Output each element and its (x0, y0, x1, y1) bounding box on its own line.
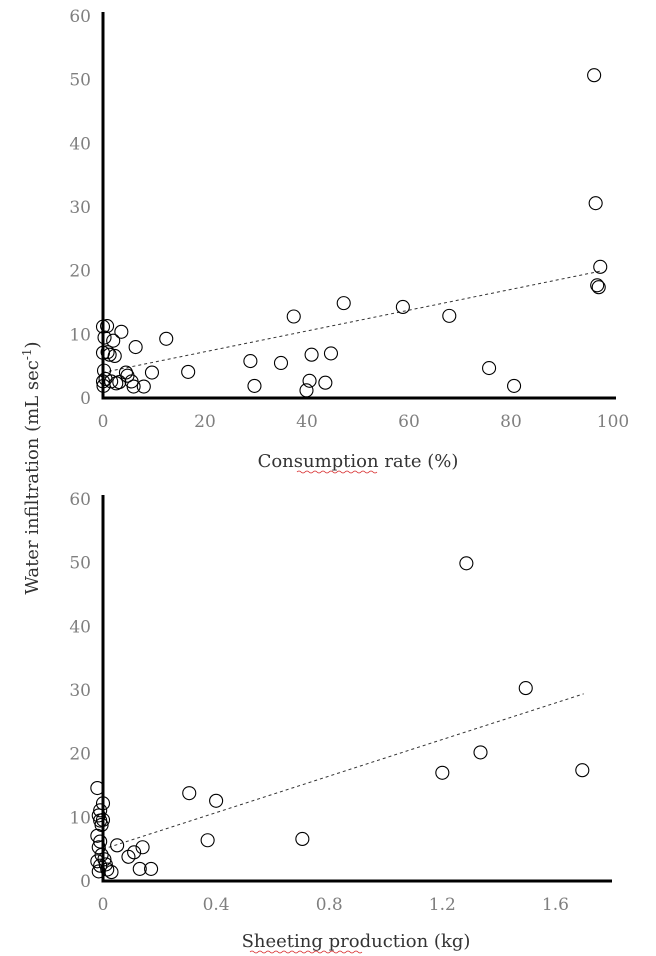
bottom-data-point (575, 763, 590, 778)
consumption-rate-chart: 0 10 20 30 40 50 60 0 20 40 60 80 100 Consumption r… (69, 7, 630, 474)
bottom-y-tick-label: 50 (69, 554, 91, 574)
bottom-data-point (200, 833, 215, 848)
top-x-tick-label: 0 (98, 412, 109, 432)
bottom-trendline-line (102, 693, 584, 850)
bottom-points (90, 556, 590, 880)
top-x-tick-labels: 0 20 40 60 80 100 (98, 412, 630, 432)
bottom-x-tick-label: 0.4 (203, 895, 230, 915)
top-data-point (302, 373, 317, 388)
top-data-point (243, 354, 258, 369)
top-data-point (507, 378, 522, 393)
top-y-tick-label: 0 (80, 389, 91, 409)
bottom-y-tick-label: 20 (69, 745, 91, 765)
bottom-y-tick-label: 30 (69, 681, 91, 701)
y-label-close: ) (22, 341, 43, 348)
bottom-x-tick-label: 0.8 (316, 895, 343, 915)
top-y-tick-label: 20 (69, 262, 91, 282)
top-data-point (593, 259, 608, 274)
bottom-data-point (295, 831, 310, 847)
top-data-point (128, 340, 143, 355)
top-data-point (323, 346, 339, 361)
top-data-point (136, 379, 151, 394)
top-data-point (107, 348, 122, 364)
bottom-data-point (459, 556, 474, 571)
shared-y-axis-label: Water infiltration (mL sec-1) (20, 341, 43, 594)
top-trendline-line (102, 270, 603, 374)
bottom-trendline (102, 693, 584, 850)
bottom-data-point (98, 857, 113, 872)
top-x-tick-label: 40 (296, 412, 318, 432)
bottom-data-point (518, 681, 533, 696)
top-data-point (318, 375, 333, 390)
bottom-x-tick-labels: 0 0.4 0.8 1.2 1.6 (98, 895, 569, 915)
bottom-x-tick-label: 0 (98, 895, 109, 915)
bottom-y-tick-label: 10 (69, 808, 91, 828)
top-data-point (395, 299, 410, 315)
top-y-tick-labels: 0 10 20 30 40 50 60 (69, 7, 91, 409)
top-points (95, 68, 608, 398)
bottom-y-tick-label: 60 (69, 490, 91, 510)
top-data-point (181, 364, 196, 379)
top-data-point (106, 333, 121, 348)
top-data-point (100, 345, 115, 360)
bottom-data-point (91, 840, 106, 855)
bottom-x-axis-label: Sheeting production (kg) (242, 931, 471, 952)
bottom-data-point (110, 838, 125, 853)
bottom-data-point (435, 765, 450, 780)
top-x-tick-label: 100 (597, 412, 629, 432)
bottom-data-point (182, 786, 197, 801)
bottom-x-tick-label: 1.6 (542, 895, 569, 915)
bottom-data-point (135, 840, 150, 855)
top-data-point (304, 347, 319, 362)
top-data-point (590, 278, 605, 293)
bottom-y-tick-labels: 0 10 20 30 40 50 60 (69, 490, 91, 892)
top-y-tick-label: 10 (69, 325, 91, 345)
top-y-tick-label: 50 (69, 71, 91, 91)
spellcheck-underline (296, 470, 378, 474)
bottom-data-point (104, 865, 119, 880)
top-data-point (299, 383, 314, 398)
bottom-data-point (100, 862, 115, 877)
top-x-tick-label: 80 (500, 412, 522, 432)
sheeting-production-chart: 0 10 20 30 40 50 60 0 0.4 0.8 1.2 1.6 Sheeting pro… (69, 490, 612, 954)
bottom-data-point (93, 803, 108, 818)
top-data-point (159, 331, 174, 346)
bottom-data-point (132, 861, 147, 876)
y-label-main: Water infiltration (mL sec (22, 360, 43, 594)
top-data-point (588, 196, 603, 211)
top-x-axis-label: Consumption rate (%) (258, 451, 459, 472)
bottom-data-point (121, 849, 136, 864)
top-trendline (102, 270, 603, 374)
top-data-point (336, 296, 351, 311)
top-data-point (482, 361, 497, 376)
bottom-y-tick-label: 40 (69, 617, 91, 637)
bottom-data-point (473, 745, 488, 760)
top-data-point (286, 309, 301, 324)
top-data-point (100, 319, 115, 334)
top-data-point (247, 378, 262, 393)
top-y-tick-label: 30 (69, 198, 91, 218)
bottom-y-tick-label: 0 (80, 872, 91, 892)
top-data-point (144, 365, 160, 380)
bottom-data-point (209, 793, 224, 808)
top-y-tick-label: 40 (69, 134, 91, 154)
top-y-tick-label: 60 (69, 7, 91, 27)
top-data-point (587, 68, 602, 83)
top-data-point (442, 308, 457, 323)
top-x-tick-label: 20 (194, 412, 216, 432)
top-data-point (273, 355, 289, 371)
top-data-point (126, 379, 141, 394)
bottom-x-tick-label: 1.2 (429, 895, 456, 915)
spellcheck-underline (249, 950, 363, 954)
top-x-tick-label: 60 (398, 412, 420, 432)
y-label-superscript: -1 (20, 348, 34, 360)
bottom-data-point (127, 845, 142, 860)
bottom-data-point (144, 861, 159, 876)
top-data-point (114, 324, 129, 339)
top-data-point (591, 280, 606, 295)
top-data-point (97, 330, 112, 345)
